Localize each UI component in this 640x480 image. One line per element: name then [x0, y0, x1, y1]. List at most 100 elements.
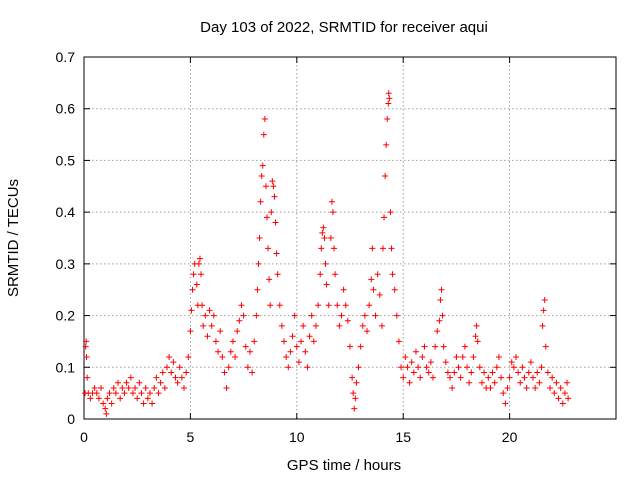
data-point — [351, 405, 358, 412]
data-point — [95, 395, 102, 402]
data-point — [161, 384, 168, 391]
data-point — [117, 395, 124, 402]
data-point — [453, 353, 460, 360]
data-point — [266, 276, 273, 283]
data-point — [519, 364, 526, 371]
y-axis-label: SRMTID / TECUs — [5, 179, 22, 297]
x-tick-label: 20 — [502, 429, 518, 445]
data-point — [425, 369, 432, 376]
data-point — [189, 286, 196, 293]
data-point — [406, 379, 413, 386]
data-point — [564, 379, 571, 386]
y-tick-label: 0.2 — [56, 308, 76, 324]
data-point — [423, 364, 430, 371]
data-point — [287, 348, 294, 355]
data-point — [534, 369, 541, 376]
data-point — [278, 322, 285, 329]
data-point — [527, 359, 534, 366]
data-point — [387, 209, 394, 216]
data-point — [332, 271, 339, 278]
data-point — [138, 390, 145, 397]
data-point — [166, 353, 173, 360]
data-point — [108, 400, 115, 407]
data-point — [502, 400, 509, 407]
data-point — [272, 219, 279, 226]
chart-title: Day 103 of 2022, SRMTID for receiver aqu… — [200, 19, 488, 36]
data-point — [227, 348, 234, 355]
y-tick-label: 0.6 — [56, 101, 76, 117]
data-point — [476, 364, 483, 371]
data-point — [436, 317, 443, 324]
data-point — [259, 162, 266, 169]
data-point — [129, 390, 136, 397]
data-point — [491, 379, 498, 386]
data-point — [478, 379, 485, 386]
data-points — [82, 90, 572, 417]
data-point — [457, 374, 464, 381]
data-point — [302, 348, 309, 355]
data-point — [271, 193, 278, 200]
data-point — [342, 302, 349, 309]
data-point — [106, 390, 113, 397]
x-tick-label: 5 — [187, 429, 195, 445]
data-point — [132, 384, 139, 391]
data-point — [308, 312, 315, 319]
data-point — [372, 312, 379, 319]
data-point — [223, 384, 230, 391]
data-point — [395, 338, 402, 345]
data-point — [170, 359, 177, 366]
axis-ticks: 0 0.1 0.2 0.3 0.4 0.5 0.6 0.7 0 5 10 15 20 — [56, 49, 616, 445]
x-axis-label: GPS time / hours — [287, 457, 401, 474]
data-point — [464, 364, 471, 371]
data-point — [212, 338, 219, 345]
data-point — [82, 343, 89, 350]
data-point — [385, 100, 392, 107]
data-point — [242, 343, 249, 350]
data-point — [561, 390, 568, 397]
data-point — [146, 390, 153, 397]
data-point — [295, 359, 302, 366]
data-point — [232, 353, 239, 360]
data-point — [185, 353, 192, 360]
data-point — [539, 322, 546, 329]
data-point — [322, 260, 329, 267]
data-point — [412, 348, 419, 355]
data-point — [489, 369, 496, 376]
data-point — [149, 400, 156, 407]
data-point — [320, 224, 327, 231]
data-point — [217, 328, 224, 335]
y-tick-label: 0.7 — [56, 49, 76, 65]
data-point — [136, 379, 143, 386]
data-point — [415, 364, 422, 371]
data-point — [261, 116, 268, 123]
data-point — [461, 343, 468, 350]
data-point — [187, 328, 194, 335]
data-point — [429, 374, 436, 381]
data-point — [515, 369, 522, 376]
data-point — [206, 307, 213, 314]
x-tick-label: 10 — [289, 429, 305, 445]
data-point — [368, 276, 375, 283]
data-point — [355, 364, 362, 371]
data-point — [268, 209, 275, 216]
data-point — [468, 369, 475, 376]
data-point — [210, 312, 217, 319]
data-point — [196, 255, 203, 262]
data-point — [178, 374, 185, 381]
data-point — [229, 338, 236, 345]
data-point — [440, 343, 447, 350]
data-point — [384, 116, 391, 123]
data-point — [260, 131, 267, 138]
data-point — [221, 369, 228, 376]
data-point — [254, 286, 261, 293]
data-point — [319, 229, 326, 236]
data-point — [455, 364, 462, 371]
data-point — [421, 343, 428, 350]
plot-frame — [83, 56, 617, 420]
data-point — [369, 245, 376, 252]
data-point — [110, 384, 117, 391]
data-point — [451, 369, 458, 376]
data-point — [93, 390, 100, 397]
data-point — [331, 245, 338, 252]
data-point — [466, 379, 473, 386]
